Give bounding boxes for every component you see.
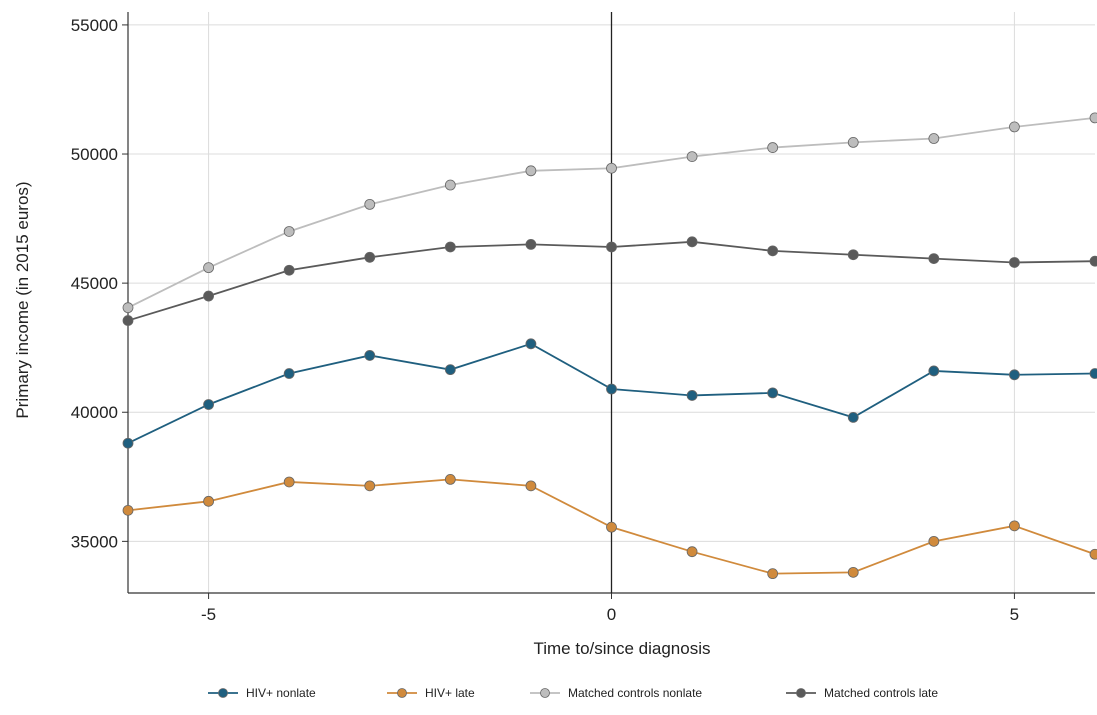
data-point xyxy=(364,198,376,210)
data-point xyxy=(767,568,779,580)
legend-swatch-marker xyxy=(218,688,228,698)
data-point xyxy=(364,251,376,263)
data-point xyxy=(203,495,214,507)
data-point xyxy=(203,290,214,302)
data-point xyxy=(444,473,456,485)
data-point xyxy=(122,302,134,314)
data-point xyxy=(122,315,134,326)
y-tick-label: 45000 xyxy=(71,274,118,293)
data-point xyxy=(203,399,214,410)
axes: 35000 40000 45000 50000 55000 -5 0 5 xyxy=(71,12,1095,624)
data-point xyxy=(928,133,940,144)
data-point xyxy=(1089,548,1097,560)
data-point xyxy=(928,365,940,377)
data-point xyxy=(1009,257,1020,268)
data-point xyxy=(606,383,617,395)
legend-label: Matched controls nonlate xyxy=(568,686,702,700)
x-tick-label: 0 xyxy=(607,605,616,624)
y-tick-label: 40000 xyxy=(71,403,118,422)
legend-label: HIV+ late xyxy=(425,686,475,700)
legend-label: HIV+ nonlate xyxy=(246,686,316,700)
data-point xyxy=(606,521,617,533)
data-point xyxy=(364,350,376,361)
x-tick-label: 5 xyxy=(1010,605,1019,624)
data-point xyxy=(606,241,617,253)
y-tick-label: 35000 xyxy=(71,532,118,551)
data-point xyxy=(1089,255,1097,267)
y-tick-label: 55000 xyxy=(71,16,118,35)
data-point xyxy=(1089,368,1097,379)
legend-swatch-marker xyxy=(397,688,407,698)
y-axis-title: Primary income (in 2015 euros) xyxy=(13,181,32,418)
data-point xyxy=(525,338,537,350)
x-tick-label: -5 xyxy=(201,605,216,624)
series-hiv-nonlate xyxy=(122,338,1097,449)
data-point xyxy=(444,364,456,376)
data-point xyxy=(525,238,537,250)
data-point xyxy=(1009,520,1020,532)
data-point xyxy=(847,566,859,578)
data-point xyxy=(767,142,779,153)
data-point xyxy=(283,368,295,379)
legend-item: HIV+ late xyxy=(387,686,475,700)
series-matched-controls-late xyxy=(122,236,1097,326)
series-hiv-late xyxy=(122,473,1097,580)
data-point xyxy=(847,249,859,261)
data-point xyxy=(686,390,698,401)
data-point xyxy=(122,437,134,449)
data-point xyxy=(1009,369,1020,381)
data-point xyxy=(928,535,940,547)
legend-label: Matched controls late xyxy=(824,686,938,700)
data-point xyxy=(283,476,295,488)
data-point xyxy=(444,179,456,191)
data-point xyxy=(686,236,698,248)
data-point xyxy=(686,546,698,558)
data-point xyxy=(283,226,295,237)
y-tick-label: 50000 xyxy=(71,145,118,164)
data-point xyxy=(122,504,134,516)
data-point xyxy=(847,412,859,423)
legend-item: HIV+ nonlate xyxy=(208,686,316,700)
data-point xyxy=(283,264,295,276)
data-point xyxy=(928,253,940,265)
x-axis-title: Time to/since diagnosis xyxy=(533,639,710,658)
series-matched-controls-nonlate xyxy=(122,112,1097,314)
data-point xyxy=(525,480,537,492)
data-point xyxy=(606,162,617,174)
data-point xyxy=(767,245,779,257)
data-point xyxy=(364,480,376,492)
data-point xyxy=(444,241,456,253)
legend-item: Matched controls late xyxy=(786,686,938,700)
data-point xyxy=(1089,112,1097,124)
data-point xyxy=(686,151,698,163)
series-lines xyxy=(122,112,1097,580)
data-point xyxy=(767,387,779,399)
data-point xyxy=(203,262,214,274)
data-point xyxy=(847,137,859,148)
data-point xyxy=(525,165,537,177)
legend-swatch-marker xyxy=(796,688,806,698)
data-point xyxy=(1009,121,1020,133)
legend: HIV+ nonlate HIV+ late Matched controls no… xyxy=(208,686,938,700)
legend-item: Matched controls nonlate xyxy=(530,686,702,700)
legend-swatch-marker xyxy=(540,688,550,698)
